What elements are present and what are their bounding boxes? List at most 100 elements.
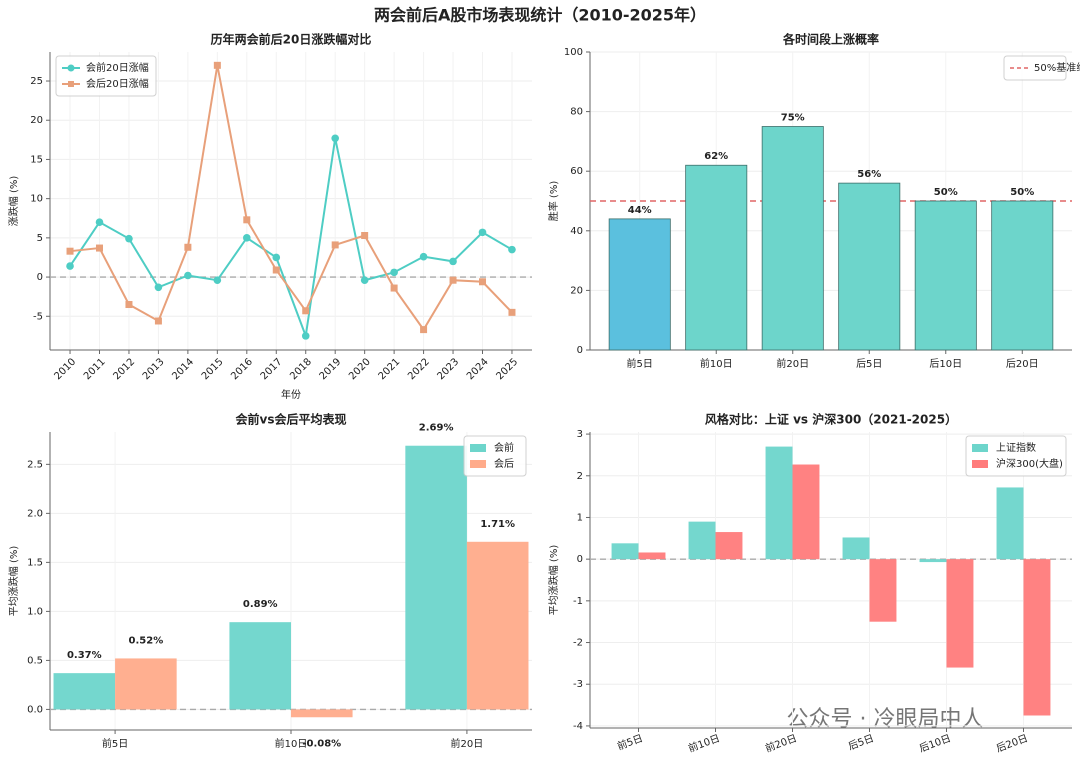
marker (301, 332, 310, 340)
bar (466, 541, 529, 710)
x-tick-label: 前5日 (102, 737, 128, 750)
bar (405, 445, 467, 710)
marker (66, 247, 74, 255)
bar (996, 487, 1024, 560)
bar (991, 200, 1054, 351)
marker (508, 245, 516, 254)
bar (914, 200, 977, 351)
bar (229, 622, 291, 710)
y-tick-label: 1.0 (27, 606, 43, 617)
chart-title: 会前vs会后平均表现 (236, 412, 347, 427)
marker (213, 276, 222, 285)
value-label: 0.89% (243, 599, 278, 610)
bar (688, 521, 716, 560)
legend-swatch (972, 444, 988, 452)
bar (715, 532, 743, 560)
legend-marker (68, 81, 74, 87)
legend-box (55, 55, 157, 97)
marker (360, 276, 369, 285)
y-tick-label: 100 (564, 47, 583, 58)
marker (419, 252, 428, 261)
marker (508, 308, 516, 316)
x-tick-label: 前10日 (275, 737, 308, 750)
y-tick-label: 0.5 (27, 655, 43, 666)
y-tick-label: -4 (573, 721, 583, 732)
chart-title: 历年两会前后20日涨跌幅对比 (211, 32, 372, 47)
bar (842, 537, 870, 560)
legend-label: 会前20日涨幅 (86, 61, 149, 74)
marker (95, 218, 104, 226)
y-tick-label: 80 (570, 107, 583, 118)
value-label: 0.37% (67, 650, 102, 661)
value-label: 50% (934, 187, 958, 198)
y-tick-label: -1 (573, 596, 583, 607)
legend-box (965, 435, 1067, 477)
bar (685, 164, 748, 351)
marker (331, 134, 339, 143)
y-tick-label: 0 (577, 345, 583, 356)
y-tick-label: 0 (37, 272, 43, 283)
value-label: -0.08% (302, 738, 341, 749)
y-tick-label: 0 (577, 554, 583, 565)
bar (611, 543, 639, 560)
bar (761, 126, 824, 351)
value-label: 1.71% (480, 519, 515, 530)
y-axis-label: 涨跌幅 (%) (7, 176, 20, 227)
y-tick-label: -5 (33, 311, 43, 322)
legend-label: 沪深300(大盘) (996, 457, 1063, 470)
y-tick-label: -3 (573, 679, 583, 690)
marker (390, 284, 398, 292)
marker (272, 253, 281, 262)
legend-box (1003, 55, 1067, 81)
marker (125, 301, 133, 309)
y-tick-label: 2.5 (27, 459, 43, 470)
marker (184, 271, 192, 280)
x-tick-label: 前20日 (776, 357, 809, 370)
legend-box (463, 435, 527, 477)
x-axis-label: 年份 (281, 388, 301, 401)
bar (53, 673, 116, 710)
marker (478, 228, 487, 237)
legend-label: 50%基准线 (1034, 61, 1080, 74)
chart-title: 各时间段上涨概率 (782, 32, 879, 47)
y-tick-label: 20 (570, 285, 583, 296)
legend-label: 会前 (494, 441, 514, 454)
legend-swatch (972, 460, 988, 468)
legend-swatch (470, 460, 486, 468)
marker (184, 243, 192, 251)
marker (272, 266, 280, 274)
bar (608, 218, 671, 351)
value-label: 44% (628, 205, 652, 216)
marker (66, 262, 74, 270)
marker (479, 278, 487, 286)
y-tick-label: 2 (577, 471, 583, 482)
marker (361, 232, 369, 240)
x-tick-label: 后20日 (1006, 358, 1039, 370)
value-label: 0.52% (129, 635, 164, 646)
marker (213, 61, 221, 69)
y-tick-label: 10 (30, 194, 43, 205)
marker (449, 276, 457, 284)
bar (869, 559, 897, 622)
y-tick-label: -2 (573, 638, 583, 649)
marker (449, 257, 457, 266)
x-tick-label: 后10日 (929, 358, 962, 370)
marker (390, 268, 398, 277)
value-label: 75% (781, 113, 805, 124)
bar (765, 446, 793, 560)
x-tick-label: 前5日 (627, 357, 653, 370)
value-label: 2.69% (419, 423, 454, 434)
y-tick-label: 1.5 (27, 557, 43, 568)
bar (838, 182, 901, 351)
marker (154, 283, 163, 292)
bar (291, 709, 353, 718)
y-tick-label: 5 (37, 233, 43, 244)
y-tick-label: 20 (30, 115, 43, 126)
x-tick-label: 前10日 (700, 357, 733, 370)
y-tick-label: 0.0 (27, 704, 43, 715)
value-label: 62% (704, 151, 728, 162)
figure-title: 两会前后A股市场表现统计（2010-2025年） (374, 6, 706, 25)
y-axis-label: 胜率 (%) (547, 181, 560, 222)
